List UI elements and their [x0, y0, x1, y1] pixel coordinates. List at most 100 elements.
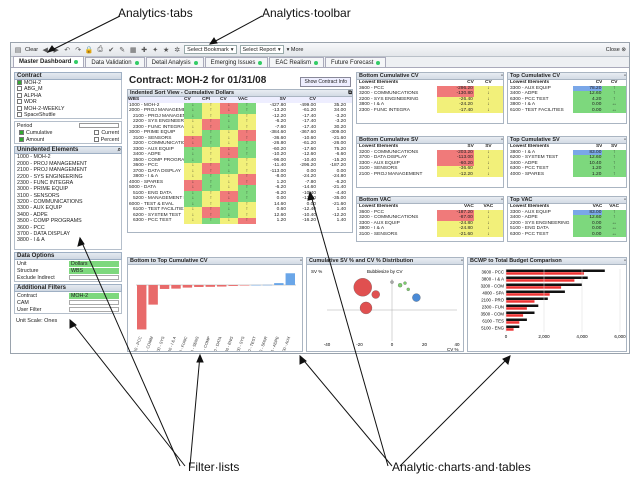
table-row[interactable]: 3300 - AUX EQUIP ↓ ↑ ↓ ↑ -60.20 -17.60 75.20 [128, 146, 352, 152]
budget-bar[interactable] [506, 269, 605, 273]
unindented-list-item[interactable]: 3700 - DATA DISPLAY [17, 231, 70, 238]
table-row[interactable]: 3500 - COMP PROGRAMS↓↑↓↑-96.00-10.40-15.… [128, 157, 352, 163]
cumulative-radio[interactable]: Cumulative [17, 130, 53, 136]
settings-icon[interactable]: ✲ [174, 46, 181, 54]
forward-icon[interactable]: ▶ [53, 46, 59, 54]
redo-icon[interactable]: ↷ [75, 46, 82, 54]
tab-emerging-issues[interactable]: Emerging Issues [204, 57, 269, 67]
table-row[interactable]: 3800 - I & A 0.00 ↔ [508, 102, 626, 108]
bar[interactable] [205, 285, 215, 287]
maximize-icon[interactable]: ▫ [624, 73, 626, 79]
undo-icon[interactable]: ↶ [64, 46, 71, 54]
bcwp-bar[interactable] [506, 272, 584, 275]
table-row[interactable]: 2300 - FUNC INTEGRA ↓ ↑ ↓ ↑ -7.60 -17.40 30.20 [128, 124, 352, 130]
add-icon[interactable]: ✚ [141, 46, 148, 54]
maximize-icon[interactable]: ▫ [501, 73, 503, 79]
contract-list-item[interactable]: ALPHA [15, 93, 121, 99]
table-row[interactable]: 3800 - I & A -24.20 ↓ [357, 102, 503, 108]
bookmark-icon[interactable]: ✎ [119, 46, 126, 54]
bubble[interactable] [371, 290, 380, 299]
bar[interactable] [182, 285, 193, 288]
tab-master-dashboard[interactable]: Master Dashboard [13, 56, 85, 67]
maximize-icon[interactable]: ▫ [461, 258, 463, 264]
table-row[interactable]: 3200 - COMMUNICATIONS -87.00 ↓ [357, 215, 503, 221]
lock-icon[interactable]: 🔒 [84, 46, 94, 54]
close-button[interactable]: Close ⊗ [605, 46, 626, 53]
bubble[interactable] [412, 293, 421, 302]
bar[interactable] [285, 273, 295, 285]
bcwp-bar[interactable] [506, 314, 524, 317]
table-row[interactable]: 2200 - SYS ENGINEERING -26.40 ↓ [357, 96, 503, 102]
bar[interactable] [137, 285, 147, 330]
table-row[interactable]: 3200 - COMMUNICATIONS↓↑↓↑-26.80-61.20-26… [128, 141, 352, 147]
user-filter-select[interactable] [69, 307, 119, 313]
bcwp-bar[interactable] [506, 279, 575, 282]
budget-bar[interactable] [506, 304, 539, 308]
bar[interactable] [251, 284, 261, 286]
pin-icon[interactable]: ✦ [152, 46, 159, 54]
bcwp-bar[interactable] [506, 293, 550, 296]
budget-bar[interactable] [506, 311, 535, 315]
bubble[interactable] [397, 283, 403, 288]
bar[interactable] [228, 285, 238, 286]
bar[interactable] [194, 285, 204, 287]
budget-bar[interactable] [506, 297, 548, 301]
table-row[interactable]: 3300 - AUX EQUIP 78.20 ↑ [508, 85, 626, 91]
bar[interactable] [148, 285, 158, 305]
bar[interactable] [274, 283, 284, 285]
contract-list-item[interactable]: MOH-2 [15, 80, 121, 86]
search-icon[interactable]: ⌕ [117, 146, 121, 153]
check-icon[interactable]: ✔ [108, 46, 115, 54]
contract-list-item[interactable]: ABG_M [15, 86, 121, 92]
table-row[interactable]: 3100 - SENSORS -36.60 ↓ [357, 166, 503, 172]
table-row[interactable]: 5000 - DATA ↓ ↑ ↓ ↑ -6.20 -14.60 -21.40 [128, 185, 352, 191]
budget-bar[interactable] [506, 318, 527, 322]
table-row[interactable]: 3100 - SENSORS ↓ ↑ ↓ ↑ -36.60 -10.60 -21.60 [128, 135, 352, 141]
table-row[interactable]: 6300 - PCC TEST 0.00 ↔ [508, 231, 626, 237]
bubble[interactable] [353, 278, 372, 297]
bcwp-bar[interactable] [506, 307, 527, 310]
table-row[interactable]: 6200 - SYSTEM TEST 12.60 ↑ [508, 155, 626, 161]
export-icon[interactable]: ⧉ [348, 90, 352, 96]
table-row[interactable]: 3800 - I & A 83.00 ↑ [508, 149, 626, 155]
table-row[interactable]: 6300 - PCC TEST ↓ ↑ ↓ ↑ 1.20 -16.20 1.40 [128, 218, 352, 224]
percent-radio[interactable]: Percent [92, 137, 119, 143]
star-icon[interactable]: ★ [163, 46, 170, 54]
structure-select[interactable]: WBS [69, 267, 119, 274]
unindented-list-item[interactable]: 3100 - SENSORS [17, 192, 60, 199]
table-row[interactable]: 3400 - ADPE ↓ ↑ ↓ ↑ -10.20 -12.60 -6.60 [128, 152, 352, 158]
unindented-list-item[interactable]: 3300 - AUX EQUIP [17, 205, 63, 212]
bubble[interactable] [406, 287, 410, 291]
unindented-list-item[interactable]: 2000 - PROJ MANAGEMENT [17, 160, 88, 167]
unindented-list-item[interactable]: 2100 - PROJ MANAGEMENT [17, 167, 88, 174]
current-radio[interactable]: Current [92, 130, 119, 136]
table-row[interactable]: 3300 - AUX EQUIP 83.00 ↑ [508, 209, 626, 215]
bcwp-bar[interactable] [506, 300, 535, 303]
tab-detail-analysis[interactable]: Detail Analysis [145, 57, 204, 67]
bar[interactable] [262, 284, 273, 286]
table-row[interactable]: 1000 - MOH-2 ↓ ↑ ↓ ↑ -427.80 -499.00 35.20 [128, 102, 352, 108]
table-row[interactable]: 3400 - ADPE 12.60 ↑ [508, 215, 626, 221]
table-row[interactable]: 2100 - PROJ MANAGEMENT↓↑↓↑-12.20-17.40-3… [128, 113, 352, 119]
tab-data-validation[interactable]: Data Validation [85, 57, 145, 67]
bcwp-bar[interactable] [506, 286, 562, 289]
maximize-icon[interactable]: ▫ [624, 258, 626, 264]
bar[interactable] [171, 285, 181, 289]
table-row[interactable]: 5100 - ENG DATA 0.00 ↔ [508, 226, 626, 232]
table-row[interactable]: 6300 - PCC TEST 4.20 ↑ [508, 96, 626, 102]
maximize-icon[interactable]: ▫ [300, 258, 302, 264]
maximize-icon[interactable]: ▫ [624, 137, 626, 143]
table-row[interactable]: 3200 - COMMUNICATIONS -203.20 ↓ [357, 149, 503, 155]
table-row[interactable]: 3800 - I & A ↓ ↑ ↓ ↑ -8.00 -24.20 -24.80 [128, 174, 352, 180]
table-row[interactable]: 3100 - SENSORS -21.60 ↓ [357, 231, 503, 237]
bubble[interactable] [403, 281, 407, 285]
table-row[interactable]: 3600 - PCC -296.20 ↓ [357, 85, 503, 91]
contract-filter-select[interactable]: MOH-2 [69, 292, 119, 299]
unindented-list-item[interactable]: 2300 - FUNC INTEGRA [17, 179, 74, 186]
calendar-icon[interactable]: ▦ [129, 46, 137, 54]
unindented-list-item[interactable]: 3000 - PRIME EQUIP [17, 186, 69, 193]
contract-list-item[interactable]: MOH-2-WEEKLY [15, 106, 121, 112]
table-row[interactable]: 2200 - SYS ENGINEERING↓↑↓↑-6.20-17.40-3.… [128, 119, 352, 125]
bubble[interactable] [390, 280, 394, 284]
budget-bar[interactable] [506, 325, 520, 329]
